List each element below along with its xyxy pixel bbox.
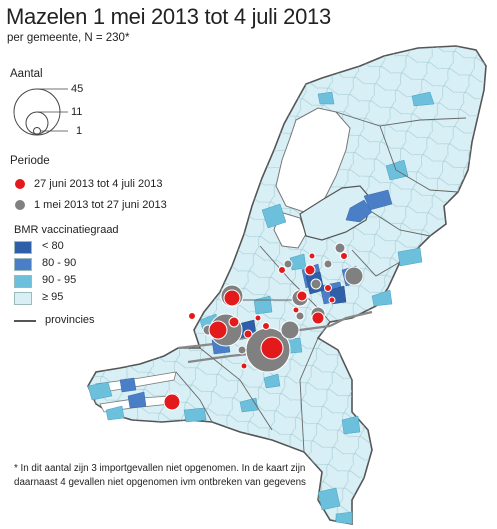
size-legend-value-small: 1 <box>76 125 83 137</box>
size-legend-circles <box>13 88 68 136</box>
vaccination-label-lt80: < 80 <box>42 240 64 252</box>
period-recent-label: 27 juni 2013 tot 4 juli 2013 <box>34 178 163 190</box>
period-legend-heading: Periode <box>10 155 50 167</box>
vaccination-swatch-80-90 <box>14 258 32 271</box>
size-legend-heading: Aantal <box>10 68 43 80</box>
period-earlier-label: 1 mei 2013 tot 27 juni 2013 <box>34 199 167 211</box>
vaccination-swatch-lt80 <box>14 241 32 254</box>
vaccination-label-ge95: ≥ 95 <box>42 291 64 303</box>
map-subtitle: per gemeente, N = 230* <box>7 32 130 44</box>
period-recent-dot <box>15 179 25 189</box>
footnote: * In dit aantal zijn 3 importgevallen ni… <box>14 463 306 488</box>
period-earlier-dot <box>15 200 25 210</box>
map-title: Mazelen 1 mei 2013 tot 4 juli 2013 <box>6 4 331 29</box>
vaccination-label-80-90: 80 - 90 <box>42 257 77 269</box>
vaccination-label-90-95: 90 - 95 <box>42 274 77 286</box>
size-legend-value-large: 45 <box>71 83 84 95</box>
cases-recent-period <box>163 252 348 411</box>
province-legend-line <box>14 320 36 322</box>
vaccination-swatch-ge95 <box>14 292 32 305</box>
vaccination-swatch-90-95 <box>14 275 32 288</box>
province-legend-label: provincies <box>45 314 95 326</box>
vaccination-legend-heading: BMR vaccinatiegraad <box>14 224 119 236</box>
size-legend-value-medium: 11 <box>71 106 83 118</box>
